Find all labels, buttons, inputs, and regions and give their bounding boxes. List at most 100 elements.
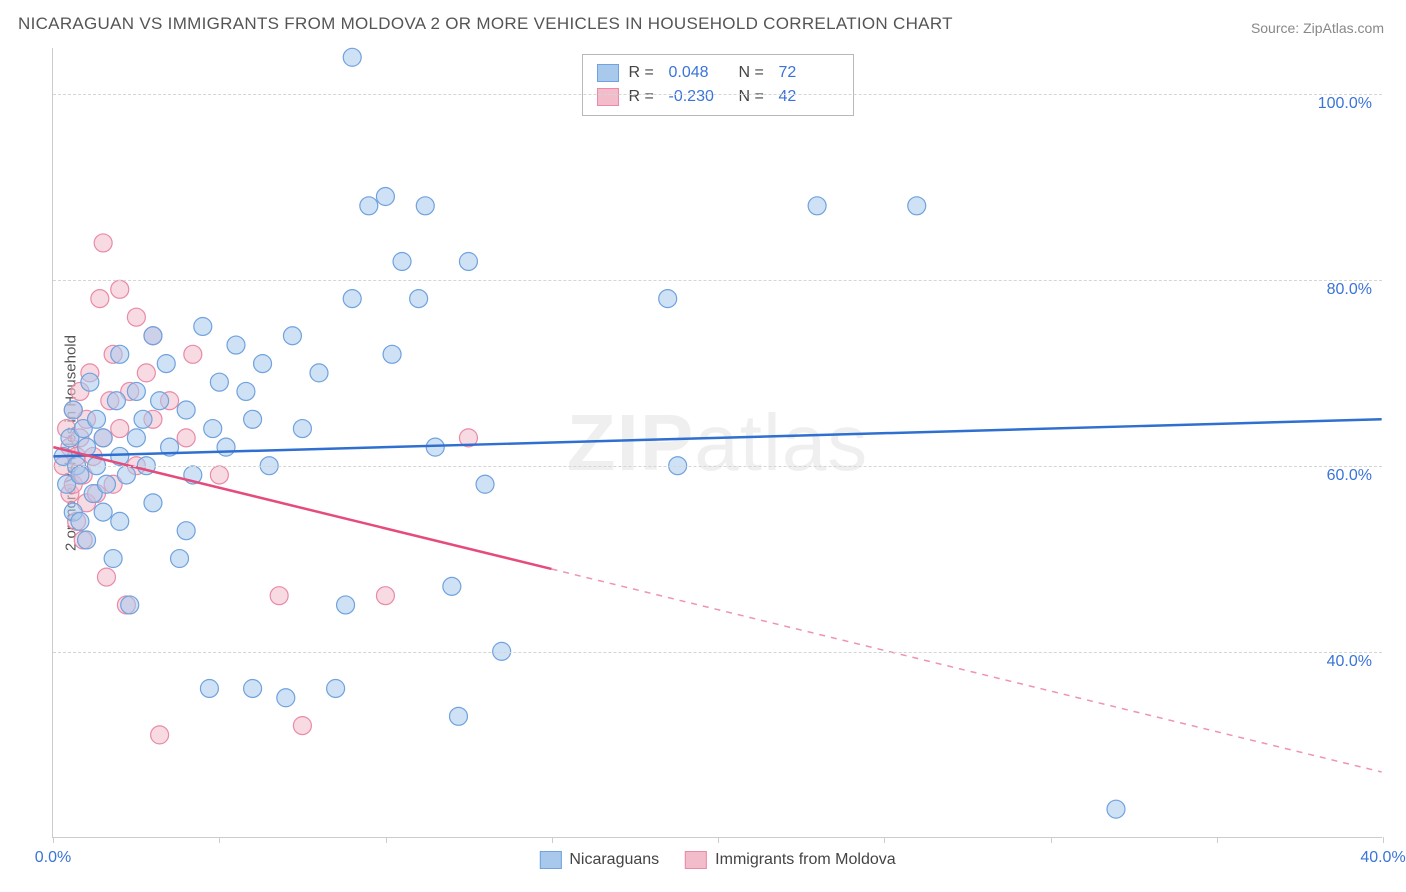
data-point [91,290,109,308]
gridline [53,466,1382,467]
stat-r-label: R = [629,85,659,109]
data-point [227,336,245,354]
data-point [177,429,195,447]
data-point [127,382,145,400]
data-point [244,410,262,428]
data-point [144,494,162,512]
stat-n-label: N = [739,85,769,109]
data-point [244,679,262,697]
x-tick [884,837,885,843]
data-point [111,512,129,530]
x-tick-label: 0.0% [35,849,71,867]
data-point [111,280,129,298]
data-point [343,48,361,66]
data-point [171,550,189,568]
legend-swatch-2 [685,851,707,869]
data-point [283,327,301,345]
x-tick [219,837,220,843]
data-point [117,466,135,484]
x-tick [1383,837,1384,843]
y-tick-label: 100.0% [1318,95,1372,113]
x-tick-label: 40.0% [1360,849,1405,867]
data-point [71,512,89,530]
data-point [127,308,145,326]
data-point [210,373,228,391]
data-point [217,438,235,456]
stats-row-series-1: R = 0.048 N = 72 [597,61,839,85]
data-point [111,420,129,438]
data-point [270,587,288,605]
y-tick-label: 40.0% [1327,653,1372,671]
data-point [64,401,82,419]
correlation-stats-box: R = 0.048 N = 72 R = -0.230 N = 42 [582,54,854,116]
stat-n-label: N = [739,61,769,85]
swatch-series-1 [597,64,619,82]
legend-swatch-1 [539,851,561,869]
data-point [459,253,477,271]
data-point [184,345,202,363]
legend-item-1: Nicaraguans [539,851,659,869]
legend: Nicaraguans Immigrants from Moldova [539,851,895,869]
data-point [293,717,311,735]
data-point [78,531,96,549]
data-point [127,429,145,447]
source-attribution: Source: ZipAtlas.com [1251,20,1384,36]
x-tick [53,837,54,843]
data-point [376,188,394,206]
data-point [476,475,494,493]
data-point [327,679,345,697]
data-point [144,327,162,345]
stat-r-value-2: -0.230 [669,85,729,109]
data-point [908,197,926,215]
stat-r-label: R = [629,61,659,85]
data-point [200,679,218,697]
data-point [416,197,434,215]
data-point [71,466,89,484]
scatter-plot-svg [53,48,1382,837]
data-point [449,707,467,725]
data-point [94,429,112,447]
data-point [383,345,401,363]
legend-label-2: Immigrants from Moldova [715,851,896,869]
x-tick [386,837,387,843]
data-point [104,550,122,568]
data-point [210,466,228,484]
data-point [134,410,152,428]
data-point [177,401,195,419]
data-point [194,317,212,335]
x-tick [552,837,553,843]
stat-n-value-2: 42 [779,85,839,109]
trend-line-dashed [551,569,1381,772]
data-point [277,689,295,707]
data-point [121,596,139,614]
data-point [151,392,169,410]
x-tick [1051,837,1052,843]
gridline [53,280,1382,281]
stat-n-value-1: 72 [779,61,839,85]
data-point [97,568,115,586]
data-point [254,355,272,373]
gridline [53,652,1382,653]
data-point [81,373,99,391]
data-point [808,197,826,215]
data-point [177,522,195,540]
y-tick-label: 80.0% [1327,281,1372,299]
plot-area: 2 or more Vehicles in Household ZIPatlas… [52,48,1382,838]
swatch-series-2 [597,88,619,106]
data-point [204,420,222,438]
data-point [137,364,155,382]
legend-label-1: Nicaraguans [569,851,659,869]
x-tick [718,837,719,843]
data-point [111,345,129,363]
legend-item-2: Immigrants from Moldova [685,851,896,869]
chart-title: NICARAGUAN VS IMMIGRANTS FROM MOLDOVA 2 … [18,14,953,34]
stat-r-value-1: 0.048 [669,61,729,85]
stats-row-series-2: R = -0.230 N = 42 [597,85,839,109]
data-point [343,290,361,308]
gridline [53,94,1382,95]
x-tick [1217,837,1218,843]
data-point [237,382,255,400]
data-point [94,503,112,521]
data-point [88,410,106,428]
data-point [360,197,378,215]
